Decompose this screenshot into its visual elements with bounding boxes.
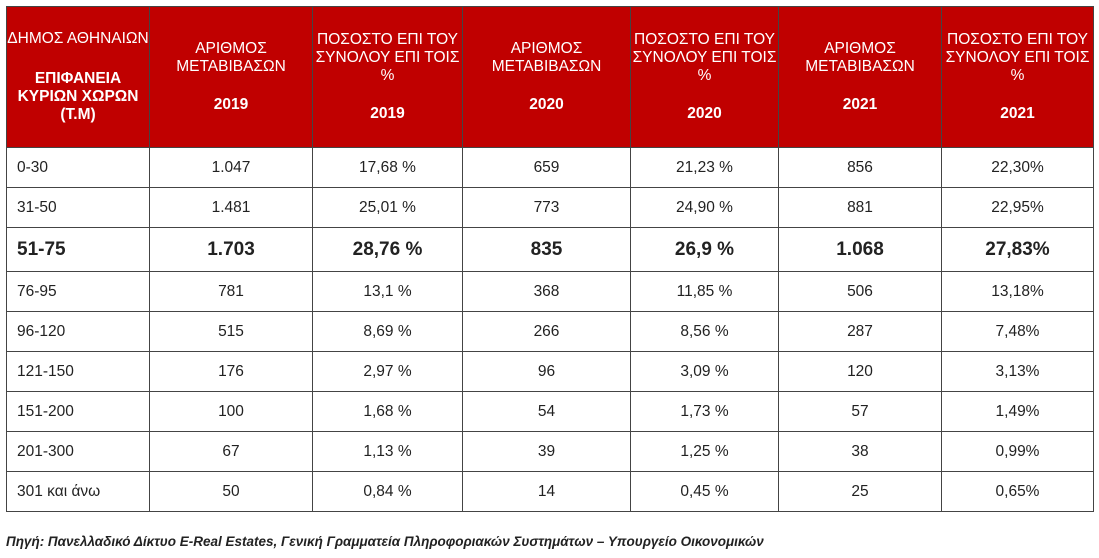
pct-2020-cell: 0,45 %	[630, 471, 779, 512]
pct-2019-cell: 0,84 %	[312, 471, 463, 512]
pct-2019-cell: 2,97 %	[312, 351, 463, 392]
table-row: 0-30 1.047 17,68 % 659 21,23 % 856 22,30%	[6, 147, 1094, 188]
count-2019-cell: 1.047	[149, 147, 313, 188]
count-2021-cell: 38	[778, 431, 942, 472]
pct-2021-cell: 7,48%	[941, 311, 1094, 352]
header-count-2019: ΑΡΙΘΜΟΣ ΜΕΤΑΒΙΒΑΣΩΝ 2019	[149, 6, 313, 148]
count-2020-cell: 39	[462, 431, 631, 472]
header-year: 2019	[370, 105, 405, 122]
table-row: 76-95 781 13,1 % 368 11,85 % 506 13,18%	[6, 271, 1094, 312]
area-cell: 301 και άνω	[6, 471, 150, 512]
header-pct-2021: ΠΟΣΟΣΤΟ ΕΠΙ ΤΟΥ ΣΥΝΟΛΟΥ ΕΠΙ ΤΟΙΣ % 2021	[941, 6, 1094, 148]
table-row: 201-300 67 1,13 % 39 1,25 % 38 0,99%	[6, 431, 1094, 472]
pct-2019-cell: 1,13 %	[312, 431, 463, 472]
header-count-label: ΑΡΙΘΜΟΣ ΜΕΤΑΒΙΒΑΣΩΝ	[176, 40, 286, 75]
header-year: 2020	[687, 105, 722, 122]
header-area-size: ΕΠΙΦΑΝΕΙΑ ΚΥΡΙΩΝ ΧΩΡΩΝ (Τ.Μ)	[17, 70, 139, 123]
count-2020-cell: 368	[462, 271, 631, 312]
pct-2019-cell: 25,01 %	[312, 187, 463, 228]
area-cell: 96-120	[6, 311, 150, 352]
table-row: 31-50 1.481 25,01 % 773 24,90 % 881 22,95%	[6, 187, 1094, 228]
header-year: 2021	[842, 96, 878, 113]
pct-2020-cell: 26,9 %	[630, 227, 779, 272]
header-count-2021: ΑΡΙΘΜΟΣ ΜΕΤΑΒΙΒΑΣΩΝ 2021	[778, 6, 942, 148]
header-count-label: ΑΡΙΘΜΟΣ ΜΕΤΑΒΙΒΑΣΩΝ	[805, 40, 915, 75]
count-2019-cell: 781	[149, 271, 313, 312]
pct-2021-cell: 22,95%	[941, 187, 1094, 228]
pct-2019-cell: 1,68 %	[312, 391, 463, 432]
count-2020-cell: 266	[462, 311, 631, 352]
header-year: 2021	[1000, 105, 1035, 122]
count-2021-cell: 120	[778, 351, 942, 392]
header-year: 2020	[529, 96, 564, 113]
count-2020-cell: 773	[462, 187, 631, 228]
count-2021-cell: 506	[778, 271, 942, 312]
count-2019-cell: 1.703	[149, 227, 313, 272]
pct-2019-cell: 8,69 %	[312, 311, 463, 352]
source-note: Πηγή: Πανελλαδικό Δίκτυο E-Real Estates,…	[6, 534, 764, 549]
count-2021-cell: 287	[778, 311, 942, 352]
pct-2021-cell: 0,99%	[941, 431, 1094, 472]
table-row: 121-150 176 2,97 % 96 3,09 % 120 3,13%	[6, 351, 1094, 392]
pct-2020-cell: 3,09 %	[630, 351, 779, 392]
header-area-municipality: ΔΗΜΟΣ ΑΘΗΝΑΙΩΝ	[7, 30, 149, 47]
count-2019-cell: 176	[149, 351, 313, 392]
header-area: ΔΗΜΟΣ ΑΘΗΝΑΙΩΝ ΕΠΙΦΑΝΕΙΑ ΚΥΡΙΩΝ ΧΩΡΩΝ (Τ…	[6, 6, 150, 148]
pct-2020-cell: 11,85 %	[630, 271, 779, 312]
count-2021-cell: 57	[778, 391, 942, 432]
header-count-2020: ΑΡΙΘΜΟΣ ΜΕΤΑΒΙΒΑΣΩΝ 2020	[462, 6, 631, 148]
header-count-label: ΑΡΙΘΜΟΣ ΜΕΤΑΒΙΒΑΣΩΝ	[491, 40, 602, 75]
pct-2019-cell: 28,76 %	[312, 227, 463, 272]
pct-2021-cell: 3,13%	[941, 351, 1094, 392]
pct-2021-cell: 22,30%	[941, 147, 1094, 188]
area-cell: 51-75	[6, 227, 150, 272]
area-cell: 151-200	[6, 391, 150, 432]
pct-2019-cell: 13,1 %	[312, 271, 463, 312]
area-cell: 31-50	[6, 187, 150, 228]
pct-2021-cell: 27,83%	[941, 227, 1094, 272]
count-2020-cell: 835	[462, 227, 631, 272]
table-row: 51-75 1.703 28,76 % 835 26,9 % 1.068 27,83%	[6, 227, 1094, 272]
pct-2020-cell: 8,56 %	[630, 311, 779, 352]
pct-2021-cell: 1,49%	[941, 391, 1094, 432]
pct-2020-cell: 21,23 %	[630, 147, 779, 188]
pct-2020-cell: 1,73 %	[630, 391, 779, 432]
count-2021-cell: 881	[778, 187, 942, 228]
table-row: 301 και άνω 50 0,84 % 14 0,45 % 25 0,65%	[6, 471, 1094, 512]
count-2020-cell: 14	[462, 471, 631, 512]
header-pct-label: ΠΟΣΟΣΤΟ ΕΠΙ ΤΟΥ ΣΥΝΟΛΟΥ ΕΠΙ ΤΟΙΣ %	[632, 31, 777, 84]
pct-2019-cell: 17,68 %	[312, 147, 463, 188]
header-pct-label: ΠΟΣΟΣΤΟ ΕΠΙ ΤΟΥ ΣΥΝΟΛΟΥ ΕΠΙ ΤΟΙΣ %	[315, 31, 460, 84]
table-row: 151-200 100 1,68 % 54 1,73 % 57 1,49%	[6, 391, 1094, 432]
pct-2020-cell: 1,25 %	[630, 431, 779, 472]
area-cell: 0-30	[6, 147, 150, 188]
count-2019-cell: 67	[149, 431, 313, 472]
count-2020-cell: 659	[462, 147, 631, 188]
pct-2020-cell: 24,90 %	[630, 187, 779, 228]
header-row: ΔΗΜΟΣ ΑΘΗΝΑΙΩΝ ΕΠΙΦΑΝΕΙΑ ΚΥΡΙΩΝ ΧΩΡΩΝ (Τ…	[6, 6, 1094, 148]
count-2019-cell: 50	[149, 471, 313, 512]
header-pct-label: ΠΟΣΟΣΤΟ ΕΠΙ ΤΟΥ ΣΥΝΟΛΟΥ ΕΠΙ ΤΟΙΣ %	[945, 31, 1090, 84]
count-2019-cell: 100	[149, 391, 313, 432]
area-cell: 76-95	[6, 271, 150, 312]
count-2021-cell: 25	[778, 471, 942, 512]
header-pct-2020: ΠΟΣΟΣΤΟ ΕΠΙ ΤΟΥ ΣΥΝΟΛΟΥ ΕΠΙ ΤΟΙΣ % 2020	[630, 6, 779, 148]
count-2019-cell: 515	[149, 311, 313, 352]
pct-2021-cell: 13,18%	[941, 271, 1094, 312]
header-year: 2019	[213, 96, 249, 113]
transfers-table: ΔΗΜΟΣ ΑΘΗΝΑΙΩΝ ΕΠΙΦΑΝΕΙΑ ΚΥΡΙΩΝ ΧΩΡΩΝ (Τ…	[6, 6, 1094, 512]
count-2021-cell: 856	[778, 147, 942, 188]
count-2020-cell: 96	[462, 351, 631, 392]
header-pct-2019: ΠΟΣΟΣΤΟ ΕΠΙ ΤΟΥ ΣΥΝΟΛΟΥ ΕΠΙ ΤΟΙΣ % 2019	[312, 6, 463, 148]
count-2021-cell: 1.068	[778, 227, 942, 272]
area-cell: 201-300	[6, 431, 150, 472]
count-2020-cell: 54	[462, 391, 631, 432]
count-2019-cell: 1.481	[149, 187, 313, 228]
area-cell: 121-150	[6, 351, 150, 392]
pct-2021-cell: 0,65%	[941, 471, 1094, 512]
table-row: 96-120 515 8,69 % 266 8,56 % 287 7,48%	[6, 311, 1094, 352]
